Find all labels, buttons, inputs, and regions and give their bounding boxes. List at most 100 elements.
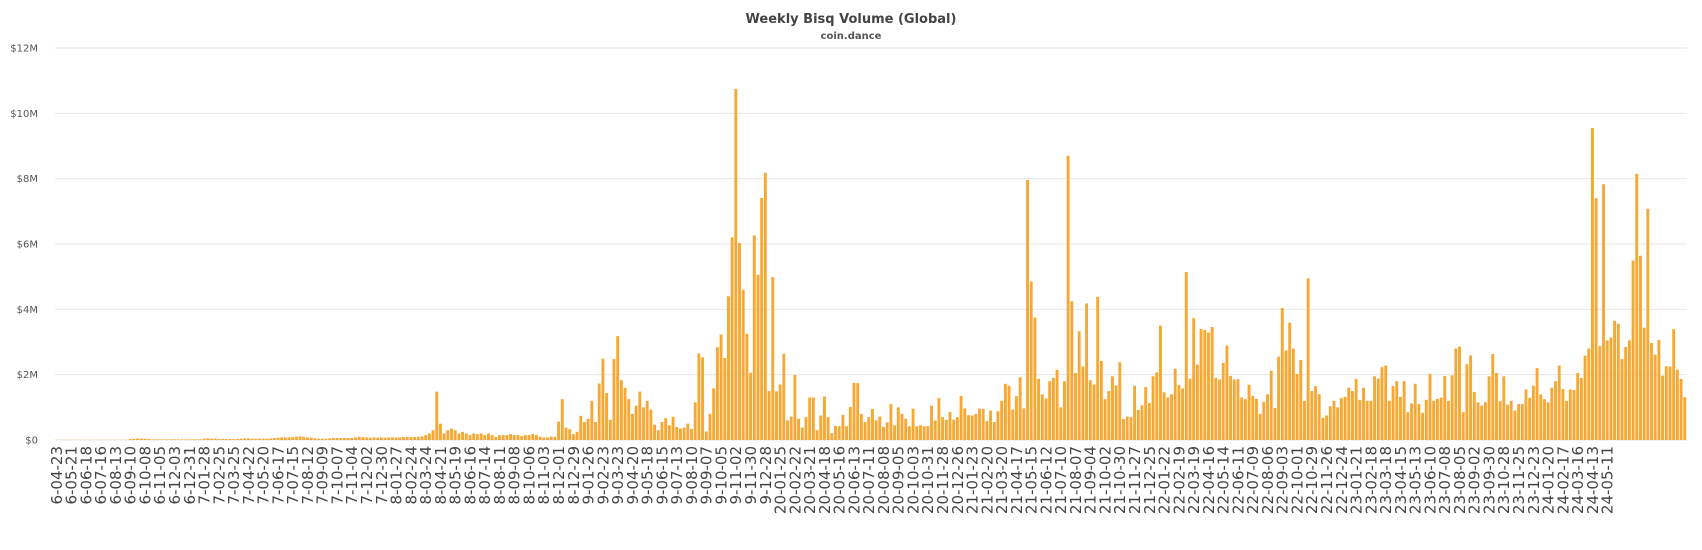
bar xyxy=(202,438,206,440)
x-tick-label: 23-10-28 xyxy=(1495,446,1513,514)
bar xyxy=(1620,358,1624,440)
bar xyxy=(586,418,590,440)
bar xyxy=(1303,400,1306,440)
bar xyxy=(811,397,815,440)
bar xyxy=(819,415,823,440)
bar xyxy=(398,437,402,440)
bar xyxy=(597,383,601,440)
bar xyxy=(690,428,693,440)
bar xyxy=(324,438,328,440)
bar xyxy=(605,392,609,440)
bar xyxy=(1557,365,1561,440)
bar xyxy=(1192,318,1196,440)
bar xyxy=(365,437,369,440)
bar xyxy=(1458,346,1461,440)
x-tick-label: 9-08-10 xyxy=(683,446,701,505)
bar xyxy=(1435,398,1439,440)
bar xyxy=(1144,387,1148,440)
bar xyxy=(568,429,572,440)
bar xyxy=(1059,407,1063,440)
bar xyxy=(590,400,594,440)
bar xyxy=(745,333,749,440)
bar xyxy=(1587,348,1591,440)
bar xyxy=(1203,329,1207,440)
bar xyxy=(261,438,265,440)
x-tick-label: 22-04-16 xyxy=(1200,446,1218,514)
bar xyxy=(224,439,228,440)
bar xyxy=(1015,396,1018,440)
bar xyxy=(752,235,756,440)
x-tick-label: 8-09-08 xyxy=(506,446,524,505)
bar xyxy=(1040,394,1044,440)
bar xyxy=(631,413,634,440)
x-tick-label: 6-04-23 xyxy=(48,446,66,505)
x-tick-label: 22-02-19 xyxy=(1170,446,1188,514)
bar xyxy=(1365,400,1369,440)
bar xyxy=(719,334,723,440)
x-tick-label: 20-12-26 xyxy=(949,446,967,514)
bar xyxy=(708,413,712,440)
bar xyxy=(1428,374,1432,440)
bar xyxy=(1387,400,1391,440)
bar xyxy=(357,436,361,440)
bar xyxy=(1314,386,1317,440)
x-tick-label: 24-02-17 xyxy=(1554,446,1572,514)
bar xyxy=(1502,376,1506,440)
bar xyxy=(1269,370,1273,440)
bar xyxy=(911,408,915,440)
x-tick-label: 6-10-08 xyxy=(136,446,154,505)
bar xyxy=(741,289,745,440)
bar xyxy=(730,237,734,440)
bar xyxy=(1657,340,1661,440)
bar xyxy=(1096,296,1100,440)
bar xyxy=(431,430,435,440)
bar xyxy=(1524,389,1528,440)
bar xyxy=(970,415,974,440)
bar xyxy=(1579,377,1583,440)
bar xyxy=(1410,403,1413,440)
bar xyxy=(1661,375,1665,440)
bar xyxy=(963,408,967,440)
bar xyxy=(199,439,202,440)
bar xyxy=(775,391,778,440)
x-tick-label: 22-10-01 xyxy=(1288,446,1306,514)
bar xyxy=(1498,401,1502,440)
x-tick-label: 7-10-07 xyxy=(328,446,346,505)
bar xyxy=(1650,342,1653,440)
bar xyxy=(1635,173,1639,440)
bar xyxy=(1421,412,1425,440)
bar xyxy=(1277,356,1281,440)
bar xyxy=(1679,378,1683,440)
bar xyxy=(948,411,952,440)
bar xyxy=(1642,327,1646,440)
bar xyxy=(302,436,306,440)
bar xyxy=(834,425,837,440)
bar xyxy=(734,88,738,440)
bar xyxy=(1188,378,1192,440)
bar xyxy=(446,430,450,440)
bar xyxy=(184,439,188,440)
x-tick-label: 22-07-09 xyxy=(1244,446,1262,514)
bar xyxy=(575,431,579,440)
x-tick-label: 23-11-25 xyxy=(1510,446,1528,514)
bar xyxy=(391,437,394,440)
bar xyxy=(221,439,225,440)
bar xyxy=(483,435,487,440)
x-tick-label: 24-03-16 xyxy=(1569,446,1587,514)
bar xyxy=(535,435,538,440)
bar xyxy=(1291,348,1295,440)
bar xyxy=(715,347,719,440)
bar xyxy=(287,437,291,440)
bar xyxy=(1074,373,1077,440)
bar xyxy=(1011,409,1015,440)
bar xyxy=(1627,340,1631,440)
bar xyxy=(1664,366,1668,440)
x-tick-label: 9-01-26 xyxy=(580,446,598,505)
bar xyxy=(498,435,501,440)
bar xyxy=(1107,391,1111,440)
bar xyxy=(1668,366,1672,440)
bar xyxy=(1402,381,1406,440)
bar xyxy=(649,409,653,440)
bar xyxy=(871,408,874,440)
bar xyxy=(1166,397,1170,440)
